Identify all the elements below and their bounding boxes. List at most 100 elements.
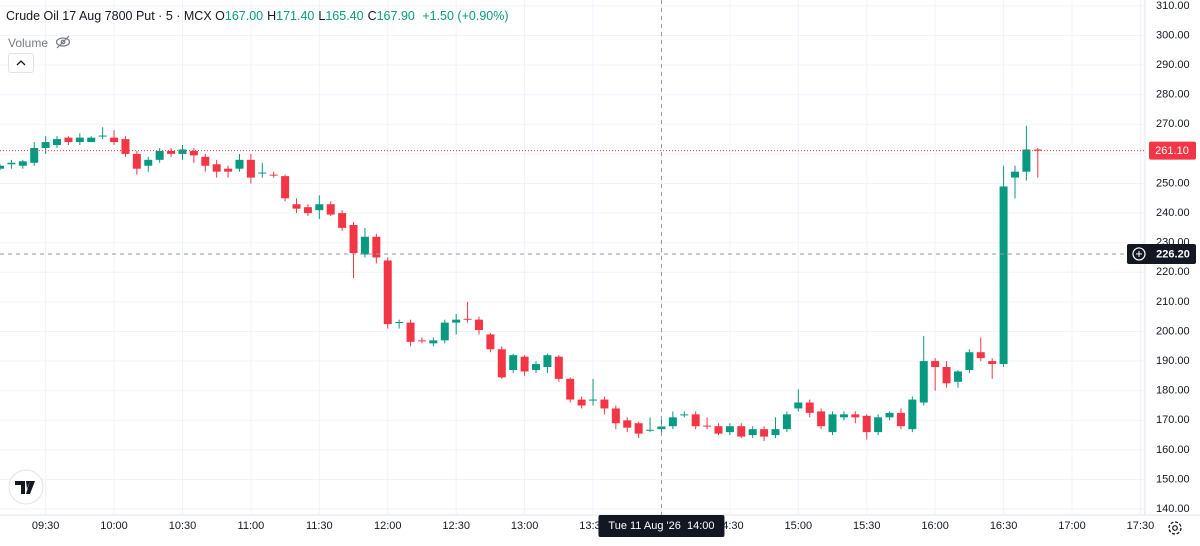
candle-body — [246, 159, 255, 178]
candle-body — [18, 161, 27, 166]
y-tick-label: 140.00 — [1156, 503, 1190, 515]
add-alert-icon — [1132, 247, 1146, 261]
x-tick-label: 15:00 — [785, 520, 813, 532]
candle-body — [30, 147, 39, 163]
candle-body — [634, 423, 643, 434]
candle-body — [896, 412, 905, 427]
candle-body — [224, 168, 233, 172]
candle-body — [395, 322, 404, 324]
candle-body — [212, 164, 221, 172]
candle-body — [41, 142, 50, 148]
y-tick-label: 290.00 — [1156, 59, 1190, 71]
gear-outer — [1168, 521, 1182, 535]
last-price-box — [1149, 141, 1196, 160]
candle-body — [828, 414, 837, 433]
candle-body — [988, 361, 997, 365]
ohlc-key: H — [267, 9, 277, 23]
x-tick-label: 12:00 — [374, 520, 402, 532]
candle-body — [577, 399, 586, 406]
candle-body — [338, 213, 347, 228]
candle-body — [281, 176, 290, 199]
candle-body — [725, 426, 734, 433]
candle-body — [1010, 171, 1019, 178]
candle-body — [714, 426, 723, 434]
candle-body — [862, 415, 871, 433]
candle-body — [600, 399, 609, 409]
candle-body — [976, 352, 985, 359]
candle-body — [566, 378, 575, 400]
candle-body — [703, 425, 712, 427]
symbol-title[interactable]: Crude Oil 17 Aug 7800 Put · 5 · MCX — [6, 9, 212, 23]
y-tick-label: 240.00 — [1156, 207, 1190, 219]
candle-body — [965, 352, 974, 370]
ohlc-key: L — [318, 9, 326, 23]
candle-body — [691, 414, 700, 427]
candle-body — [349, 224, 358, 254]
candle-body — [383, 260, 392, 325]
candle-body — [760, 429, 769, 437]
tv-logo[interactable] — [8, 469, 44, 505]
candle-body — [919, 361, 928, 403]
y-tick-label: 190.00 — [1156, 355, 1190, 367]
change: +1.50 (+0.90%) — [422, 9, 509, 23]
candle-body — [851, 414, 860, 418]
hide-icon[interactable] — [55, 35, 71, 49]
candle-body — [178, 149, 187, 154]
candle-body — [532, 364, 541, 370]
candle-body — [372, 236, 381, 258]
x-tick-label: 16:00 — [921, 520, 949, 532]
candle-body — [326, 204, 335, 215]
volume-legend[interactable]: Volume — [8, 33, 71, 50]
ohlc-key: O — [215, 9, 225, 23]
x-tick-label: 10:00 — [100, 520, 128, 532]
crosshair-price-label: 226.20 — [1156, 248, 1190, 260]
candle-body — [646, 429, 655, 431]
candle-body — [167, 150, 176, 154]
candle-body — [543, 355, 552, 368]
candle-body — [999, 186, 1008, 365]
settings-icon[interactable] — [1168, 521, 1182, 535]
candle-body — [417, 340, 426, 342]
last-price-label: 261.10 — [1155, 145, 1189, 157]
x-tick-label: 10:30 — [169, 520, 197, 532]
y-tick-label: 150.00 — [1156, 473, 1190, 485]
y-tick-label: 170.00 — [1156, 414, 1190, 426]
candle-body — [942, 367, 951, 384]
collapse-button[interactable] — [8, 53, 34, 73]
x-tick-label: 13:00 — [511, 520, 539, 532]
candle-body — [931, 361, 940, 368]
candle-body — [589, 399, 598, 401]
candle-body — [623, 420, 632, 428]
ohlc-value: 171.40 — [276, 9, 315, 23]
candle-body — [429, 340, 438, 344]
y-tick-label: 270.00 — [1156, 118, 1190, 130]
candle-body — [315, 204, 324, 211]
candle-body — [110, 137, 119, 143]
x-tick-label: 12:30 — [442, 520, 470, 532]
candle-body — [406, 322, 415, 342]
candle-body — [520, 356, 529, 372]
crosshair-price-box — [1127, 243, 1196, 264]
candle-body — [303, 207, 312, 214]
crosshair-time-box — [598, 515, 725, 537]
candle-body — [235, 159, 244, 169]
candle-body — [144, 159, 153, 166]
candle-body — [908, 399, 917, 430]
x-tick-label: 09:30 — [32, 520, 60, 532]
y-tick-label: 180.00 — [1156, 385, 1190, 397]
candle-body — [737, 426, 746, 437]
candle-body — [668, 417, 677, 427]
candle-body — [269, 174, 278, 176]
volume-label: Volume — [8, 36, 49, 50]
candle-body — [486, 334, 495, 350]
candle-body — [452, 319, 461, 323]
candle-body — [839, 414, 848, 418]
candle-body — [817, 411, 826, 427]
candle-body — [782, 414, 791, 430]
candle-body — [463, 318, 472, 320]
candle-body — [189, 150, 198, 156]
logo-bg — [8, 469, 44, 505]
ohlc-value: 165.40 — [325, 9, 364, 23]
candle-body — [1022, 149, 1031, 172]
